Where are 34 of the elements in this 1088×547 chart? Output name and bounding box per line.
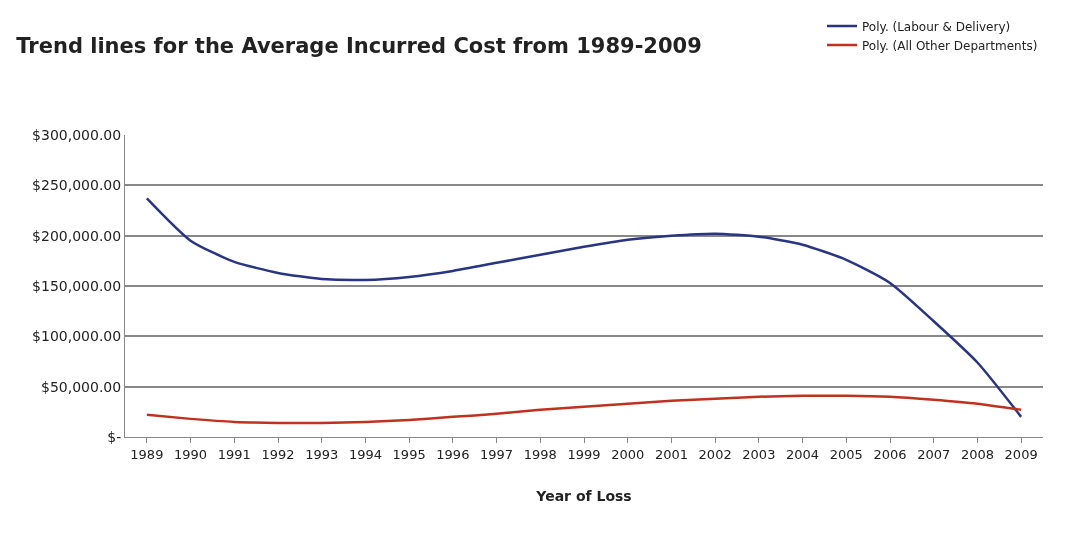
y-tick-label: $150,000.00: [32, 277, 122, 294]
y-tick-label: $250,000.00: [32, 177, 122, 194]
x-tick-label: 1991: [217, 446, 251, 462]
line-series: [145, 197, 1023, 419]
x-tick-label: 2000: [611, 446, 645, 462]
x-tick-label: 2004: [786, 446, 820, 462]
legend-label: Poly. (All Other Departments): [862, 38, 1038, 53]
x-tick-label: 1992: [261, 446, 295, 462]
x-tick-label: 2003: [742, 446, 776, 462]
y-tick-label: $200,000.00: [32, 227, 122, 244]
x-tick-label: 1995: [392, 446, 426, 462]
x-tick-label: 1993: [305, 446, 339, 462]
legend-label: Poly. (Labour & Delivery): [862, 19, 1011, 34]
y-tick-label: $300,000.00: [32, 126, 122, 143]
line-series: [145, 394, 1023, 425]
x-tick-label: 1990: [174, 446, 208, 462]
x-tick-label: 2008: [960, 446, 994, 462]
x-tick-label: 1998: [523, 446, 557, 462]
y-tick-label: $50,000.00: [41, 378, 122, 395]
y-tick-label: $-: [107, 428, 122, 445]
x-tick-label: 1989: [130, 446, 164, 462]
x-tick-label: 2005: [829, 446, 863, 462]
x-tick-label: 1994: [348, 446, 382, 462]
x-tick-label: 2002: [698, 446, 732, 462]
chart-title: Trend lines for the Average Incurred Cost from 1989-2009: [16, 33, 702, 58]
x-tick-label: 1996: [436, 446, 470, 462]
x-tick-label: 2007: [917, 446, 951, 462]
x-axis-title: Year of Loss: [535, 487, 632, 504]
y-tick-label: $100,000.00: [32, 328, 122, 345]
x-tick-label: 1999: [567, 446, 601, 462]
x-tick-label: 2009: [1004, 446, 1038, 462]
x-tick-label: 2001: [654, 446, 688, 462]
x-tick-label: 2006: [873, 446, 907, 462]
x-tick-label: 1997: [480, 446, 514, 462]
